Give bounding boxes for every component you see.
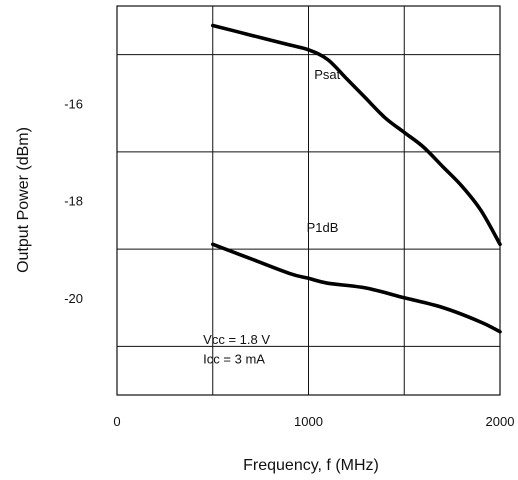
y-tick-label: -18 <box>64 194 83 209</box>
plot-frame <box>116 5 501 396</box>
series-line-psat <box>211 23 502 247</box>
x-axis-title: Frequency, f (MHz) <box>243 457 379 474</box>
x-tick-label: 2000 <box>486 414 515 429</box>
series-line-p1db <box>211 242 502 334</box>
x-tick-label: 1000 <box>294 414 323 429</box>
y-tick-label: -20 <box>64 291 83 306</box>
y-tick-labels: -16 -18 -20 <box>64 96 83 306</box>
gridlines <box>117 6 500 395</box>
x-tick-label: 0 <box>113 414 120 429</box>
x-tick-labels: 0 1000 2000 <box>113 414 514 429</box>
annotation-label: P1dB <box>307 220 339 235</box>
series-lines <box>211 23 502 334</box>
annotation-label: Icc = 3 mA <box>203 351 265 366</box>
y-tick-label: -16 <box>64 96 83 111</box>
annotation-label: Vcc = 1.8 V <box>203 332 270 347</box>
annotation-label: Psat <box>314 67 340 82</box>
annotations: Psat P1dB Vcc = 1.8 V Icc = 3 mA <box>203 67 340 366</box>
y-axis-title: Output Power (dBm) <box>15 127 32 273</box>
